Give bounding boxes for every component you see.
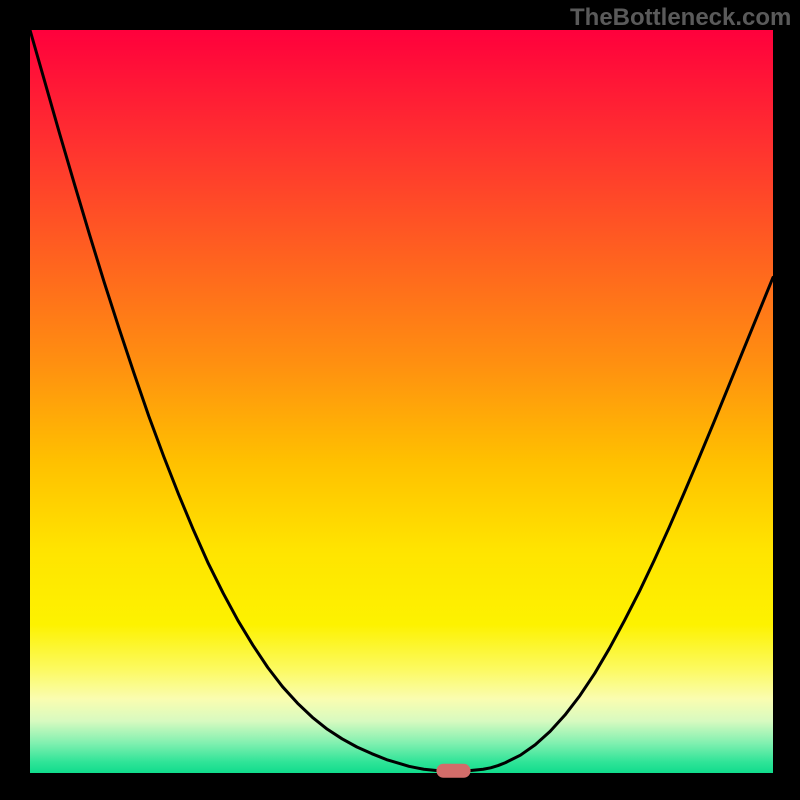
watermark-text: TheBottleneck.com (570, 4, 791, 32)
plot-gradient (30, 30, 773, 773)
chart-frame: TheBottleneck.com (0, 0, 800, 800)
bottleneck-chart (0, 0, 800, 800)
optimal-range-marker (436, 764, 470, 778)
